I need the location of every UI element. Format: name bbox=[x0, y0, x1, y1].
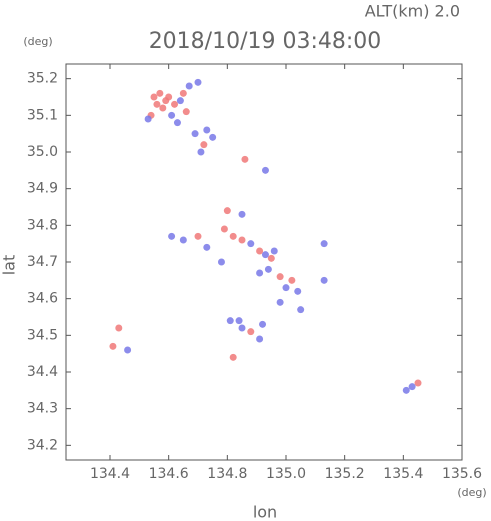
echo-point bbox=[165, 93, 173, 101]
echo-point bbox=[159, 104, 167, 112]
echo-point bbox=[320, 240, 328, 248]
echo-point bbox=[173, 119, 181, 127]
echo-point bbox=[294, 287, 302, 295]
y-tick-label: 34.6 bbox=[27, 291, 58, 307]
echo-point bbox=[171, 100, 179, 108]
echo-point bbox=[150, 93, 158, 101]
echo-point bbox=[217, 258, 225, 266]
echo-point bbox=[238, 324, 246, 332]
x-tick-label: 134.4 bbox=[90, 466, 130, 482]
echo-point bbox=[276, 273, 284, 281]
y-tick-label: 34.7 bbox=[27, 254, 58, 270]
plot-frame bbox=[65, 63, 463, 461]
y-tick-label: 35.1 bbox=[27, 107, 58, 123]
y-tick-label: 34.9 bbox=[27, 181, 58, 197]
echo-point bbox=[168, 232, 176, 240]
echo-point bbox=[220, 225, 228, 233]
x-tick-label: 135.2 bbox=[325, 466, 365, 482]
echo-point bbox=[235, 317, 243, 325]
y-axis-label: lat bbox=[0, 255, 19, 276]
echo-point bbox=[267, 254, 275, 262]
y-unit: (deg) bbox=[23, 35, 52, 48]
echo-point bbox=[259, 320, 267, 328]
y-tick-label: 34.2 bbox=[27, 437, 58, 453]
echo-point bbox=[156, 89, 164, 97]
echo-point bbox=[185, 82, 193, 90]
y-tick-label: 34.5 bbox=[27, 327, 58, 343]
echo-point bbox=[256, 247, 264, 255]
echo-point bbox=[270, 247, 278, 255]
x-unit: (deg) bbox=[457, 486, 486, 499]
echo-point bbox=[264, 265, 272, 273]
echo-point bbox=[229, 232, 237, 240]
echo-point bbox=[223, 207, 231, 215]
echo-point bbox=[238, 210, 246, 218]
echo-point bbox=[226, 317, 234, 325]
echo-point bbox=[124, 346, 132, 354]
echo-point bbox=[238, 236, 246, 244]
altitude-label: ALT(km) 2.0 bbox=[365, 2, 460, 21]
echo-point bbox=[115, 324, 123, 332]
y-tick-label: 35.2 bbox=[27, 71, 58, 87]
y-tick-label: 35.0 bbox=[27, 144, 58, 160]
x-tick-label: 135.0 bbox=[266, 466, 306, 482]
chart-title: 2018/10/19 03:48:00 bbox=[149, 29, 382, 54]
echo-point bbox=[261, 166, 269, 174]
echo-point bbox=[288, 276, 296, 284]
x-tick-label: 135.4 bbox=[383, 466, 423, 482]
echo-point bbox=[229, 353, 237, 361]
y-tick-label: 34.4 bbox=[27, 364, 58, 380]
echo-point bbox=[408, 383, 416, 391]
echo-point bbox=[153, 100, 161, 108]
echo-point bbox=[256, 335, 264, 343]
x-tick-label: 134.6 bbox=[149, 466, 189, 482]
echo-point bbox=[194, 232, 202, 240]
echo-point bbox=[179, 89, 187, 97]
echo-point bbox=[297, 306, 305, 314]
echo-point bbox=[144, 115, 152, 123]
echo-point bbox=[191, 130, 199, 138]
echo-point bbox=[194, 78, 202, 86]
echo-point bbox=[282, 284, 290, 292]
x-tick-label: 135.6 bbox=[442, 466, 482, 482]
echo-point bbox=[256, 269, 264, 277]
echo-point bbox=[247, 240, 255, 248]
echo-point bbox=[402, 386, 410, 394]
x-tick-label: 134.8 bbox=[207, 466, 247, 482]
echo-point bbox=[179, 236, 187, 244]
echo-point bbox=[247, 328, 255, 336]
x-axis-label: lon bbox=[253, 503, 277, 521]
echo-point bbox=[209, 133, 217, 141]
echo-point bbox=[197, 148, 205, 156]
echo-point bbox=[168, 111, 176, 119]
echo-point bbox=[182, 108, 190, 116]
echo-point bbox=[261, 251, 269, 259]
echo-point bbox=[203, 243, 211, 251]
echo-point bbox=[109, 342, 117, 350]
echo-point bbox=[241, 155, 249, 163]
y-tick-label: 34.8 bbox=[27, 217, 58, 233]
echo-point bbox=[320, 276, 328, 284]
y-tick-label: 34.3 bbox=[27, 401, 58, 417]
echo-point bbox=[203, 126, 211, 134]
echo-point bbox=[276, 298, 284, 306]
echo-point bbox=[200, 141, 208, 149]
echo-point bbox=[414, 379, 422, 387]
echo-point bbox=[176, 97, 184, 105]
